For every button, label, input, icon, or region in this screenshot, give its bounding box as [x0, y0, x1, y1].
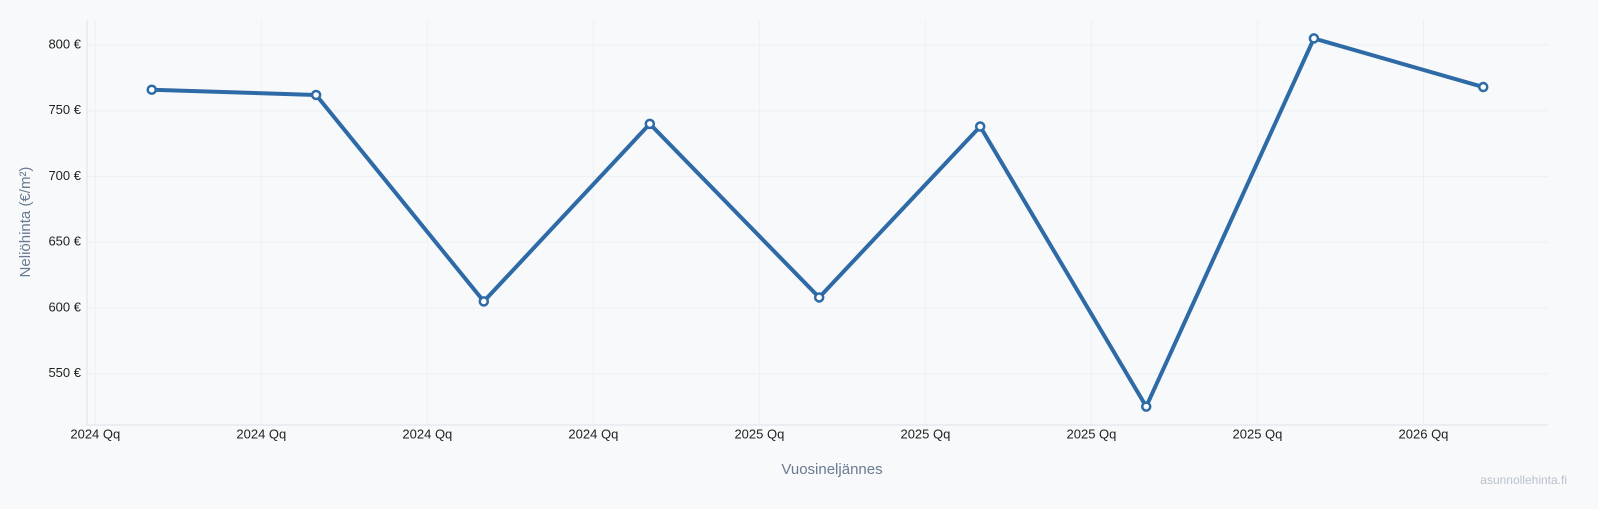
y-tick-label: 600 €	[48, 299, 81, 314]
x-tick-label: 2025 Qq	[1233, 426, 1283, 441]
y-tick-label: 650 €	[48, 234, 81, 249]
x-tick-label: 2025 Qq	[900, 426, 950, 441]
watermark: asunnollehinta.fi	[1480, 473, 1567, 487]
point	[974, 121, 986, 132]
point	[644, 118, 656, 130]
y-tick-label: 750 €	[48, 102, 81, 117]
y-tick-label: 700 €	[48, 168, 81, 183]
point	[813, 292, 825, 303]
y-tick-label: 550 €	[48, 365, 81, 380]
point	[310, 89, 322, 101]
x-tick-label: 2024 Qq	[236, 426, 286, 441]
x-tick-label: 2024 Qq	[568, 426, 618, 441]
x-tick-label: 2025 Qq	[734, 426, 784, 441]
y-tick-label: 800 €	[48, 36, 81, 51]
point	[146, 84, 157, 95]
x-tick-label: 2024 Qq	[402, 426, 452, 441]
point	[1478, 81, 1489, 93]
point	[1140, 401, 1152, 412]
line	[151, 36, 1484, 409]
x-tick-label: 2024 Qq	[70, 426, 120, 441]
point	[478, 296, 490, 307]
y-axis-title: Neliöhinta (€/m²)	[17, 167, 34, 278]
x-tick-label: 2025 Qq	[1067, 426, 1117, 441]
x-axis-title: Vuosineljännes	[781, 461, 882, 478]
x-tick-label: 2026 Qq	[1399, 426, 1449, 441]
point	[1308, 33, 1320, 44]
